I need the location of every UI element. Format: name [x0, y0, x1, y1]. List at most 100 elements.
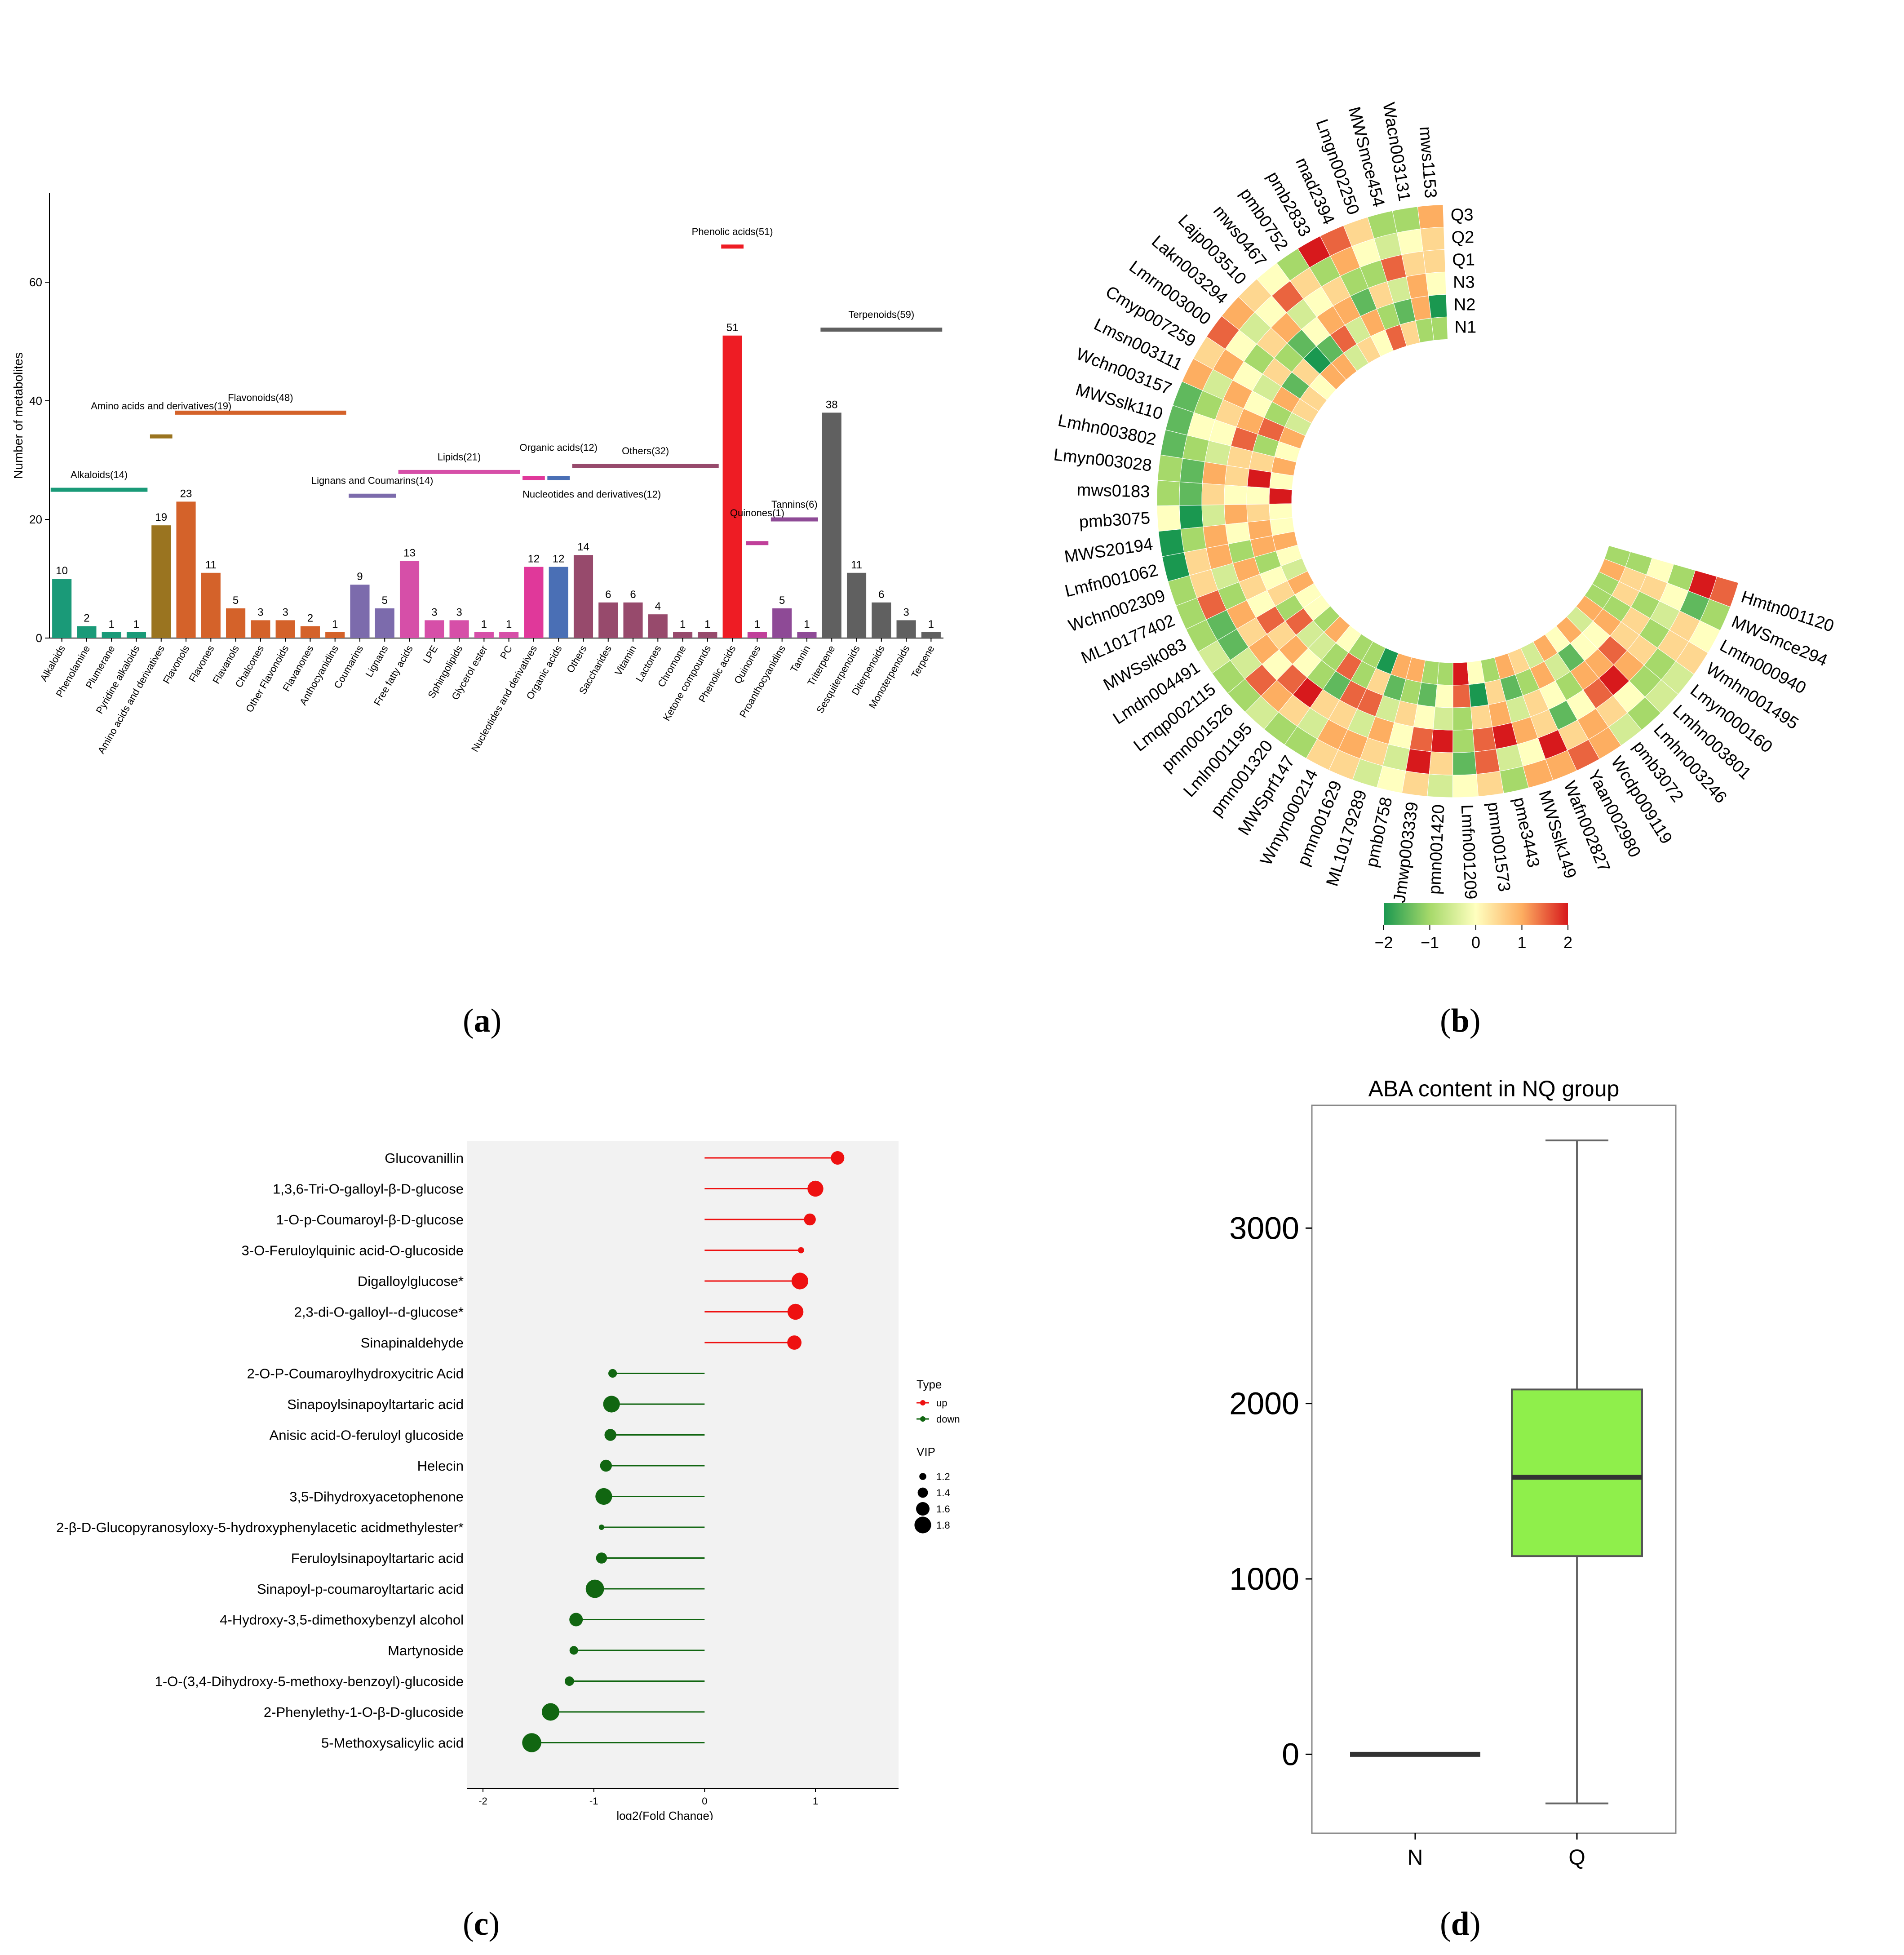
lollipop-point-2-d-glucopyranosyloxy-5-hydrox: [598, 1525, 604, 1530]
lollipop-point-3-5-dihydroxyacetophenone: [595, 1488, 612, 1505]
bar-value-label: 14: [577, 541, 589, 553]
lollipop-point-2-3-di-o-galloyl-d-glucose: [787, 1303, 804, 1320]
heatmap-cell: [1476, 771, 1504, 797]
column-label-pmn001573: pmn001573: [1483, 801, 1514, 893]
bar-value-label: 19: [155, 511, 167, 523]
legend-vip-dot: [917, 1487, 928, 1498]
legend-vip-dot: [916, 1502, 930, 1516]
heatmap-cell: [1437, 662, 1453, 686]
bar-vitamin: [623, 602, 643, 638]
lollipop-point-3-o-feruloylquinic-acid-o-gluc: [798, 1247, 804, 1254]
color-legend-bar: [1384, 903, 1568, 925]
metabolite-label: 1-O-(3,4-Dihydroxy-5-methoxy-benzoyl)-gl…: [155, 1674, 464, 1689]
legend-down-label: down: [936, 1414, 960, 1425]
heatmap-cell: [1269, 488, 1293, 505]
legend-up-label: up: [936, 1397, 947, 1409]
y-tick-label: 60: [29, 275, 42, 289]
bar-nucleotides-and-derivatives: [524, 567, 544, 638]
bar-value-label: 38: [826, 399, 838, 411]
bar-triterpene: [822, 412, 841, 638]
bar-value-label: 1: [754, 618, 760, 630]
y-tick-label: 40: [29, 394, 42, 408]
bar-value-label: 51: [726, 322, 739, 334]
heatmap-cell: [1247, 468, 1272, 488]
metabolite-label: 4-Hydroxy-3,5-dimethoxybenzyl alcohol: [220, 1612, 464, 1628]
bar-flavonols: [176, 501, 196, 638]
lollipop-point-2-phenylethy-1-o-d-glucoside: [541, 1703, 559, 1721]
bar-value-label: 5: [779, 594, 785, 607]
metabolite-label: Anisic acid-O-feruloyl glucoside: [270, 1427, 464, 1443]
bar-other-flavonoids: [275, 620, 295, 638]
heatmap-cell: [1452, 706, 1473, 731]
heatmap-cell: [1224, 465, 1250, 487]
heatmap-cell: [1158, 528, 1185, 557]
bar-chalcones: [251, 620, 270, 638]
heatmap-cell: [1420, 226, 1445, 252]
bar-monoterpenoids: [896, 620, 916, 638]
box-plot-title: ABA content in NQ group: [1368, 1076, 1620, 1101]
bar-diterpenoids: [872, 602, 891, 638]
bar-coumarins: [350, 585, 370, 638]
legend-tick-label: 0: [1471, 933, 1480, 952]
lollipop-point-sinapinaldehyde: [787, 1335, 802, 1350]
bar-value-label: 13: [403, 547, 416, 559]
lollipop-point-1-3-6-tri-o-galloyl-d-glucose: [807, 1180, 824, 1197]
heatmap-cell: [1201, 483, 1225, 505]
bar-flavones: [201, 572, 221, 638]
heatmap-cell: [1179, 481, 1203, 506]
group-label: Organic acids(12): [519, 442, 598, 453]
metabolite-label: Feruloylsinapoyltartaric acid: [291, 1551, 464, 1566]
bar-glycerol-ester: [474, 632, 494, 638]
bar-value-label: 4: [655, 600, 661, 612]
row-label-n2: N2: [1454, 295, 1476, 314]
metabolite-label: Martynoside: [388, 1643, 464, 1658]
bar-chromone: [673, 632, 693, 638]
plot-background: [467, 1141, 899, 1788]
metabolite-label: Sinapoylsinapoyltartaric acid: [287, 1396, 464, 1412]
heatmap-cell: [1429, 751, 1453, 776]
heatmap-cell: [1246, 504, 1271, 523]
caption-b: (b): [1440, 1002, 1481, 1039]
box-q: [1511, 1388, 1643, 1557]
x-axis-title: log2(Fold Change): [616, 1809, 713, 1820]
bar-value-label: 11: [851, 559, 862, 571]
bar-tannin: [797, 632, 817, 638]
legend-tick-label: −2: [1374, 933, 1393, 952]
y-tick-label: 20: [29, 513, 42, 526]
x-tick-label: -2: [478, 1795, 487, 1807]
bar-flavanols: [226, 608, 246, 638]
y-tick-label: 3000: [1229, 1210, 1299, 1246]
heatmap-cell: [1392, 206, 1421, 233]
column-label-mws0183: mws0183: [1076, 481, 1150, 501]
bar-value-label: 1: [109, 618, 115, 630]
group-label: Terpenoids(59): [848, 309, 914, 320]
caption-a: (a): [463, 1002, 502, 1039]
lollipop-point-helecin: [600, 1459, 612, 1472]
bar-anthocyanidins: [325, 632, 345, 638]
column-label-lmfn001209: Lmfn001209: [1457, 804, 1480, 900]
heatmap-cell: [1401, 771, 1430, 797]
lollipop-point-feruloylsinapoyltartaric-acid: [596, 1552, 607, 1564]
heatmap-cell: [1156, 505, 1181, 532]
bar-value-label: 6: [878, 589, 884, 601]
heatmap-cell: [1452, 684, 1471, 708]
x-tick-label: Terpene: [909, 643, 936, 680]
bar-alkaloids: [52, 579, 72, 638]
chart-b: mws1153Wacn003131MWSmce454Lmgn002250mad2…: [1053, 101, 1836, 952]
bar-sphingolipids: [449, 620, 469, 638]
heatmap-cell: [1428, 294, 1448, 319]
x-tick-label: Proanthocyanidins: [737, 643, 788, 719]
metabolite-label: 2-O-P-Coumaroylhydroxycitric Acid: [247, 1366, 464, 1382]
heatmap-cell: [1604, 545, 1631, 567]
y-tick-label: 2000: [1229, 1386, 1299, 1421]
metabolite-label: Digalloylglucose*: [358, 1273, 464, 1289]
heatmap-cell: [1425, 271, 1447, 296]
group-label: Lignans and Coumarins(14): [311, 475, 434, 486]
lollipop-point-anisic-acid-o-feruloyl-glucosi: [604, 1429, 616, 1441]
x-tick-label: Others: [564, 643, 589, 675]
heatmap-cell: [1180, 526, 1207, 553]
heatmap-cell: [1409, 726, 1434, 752]
column-label-pmn001420: pmn001420: [1425, 804, 1448, 895]
bar-pyridine-alkaloids: [126, 632, 146, 638]
